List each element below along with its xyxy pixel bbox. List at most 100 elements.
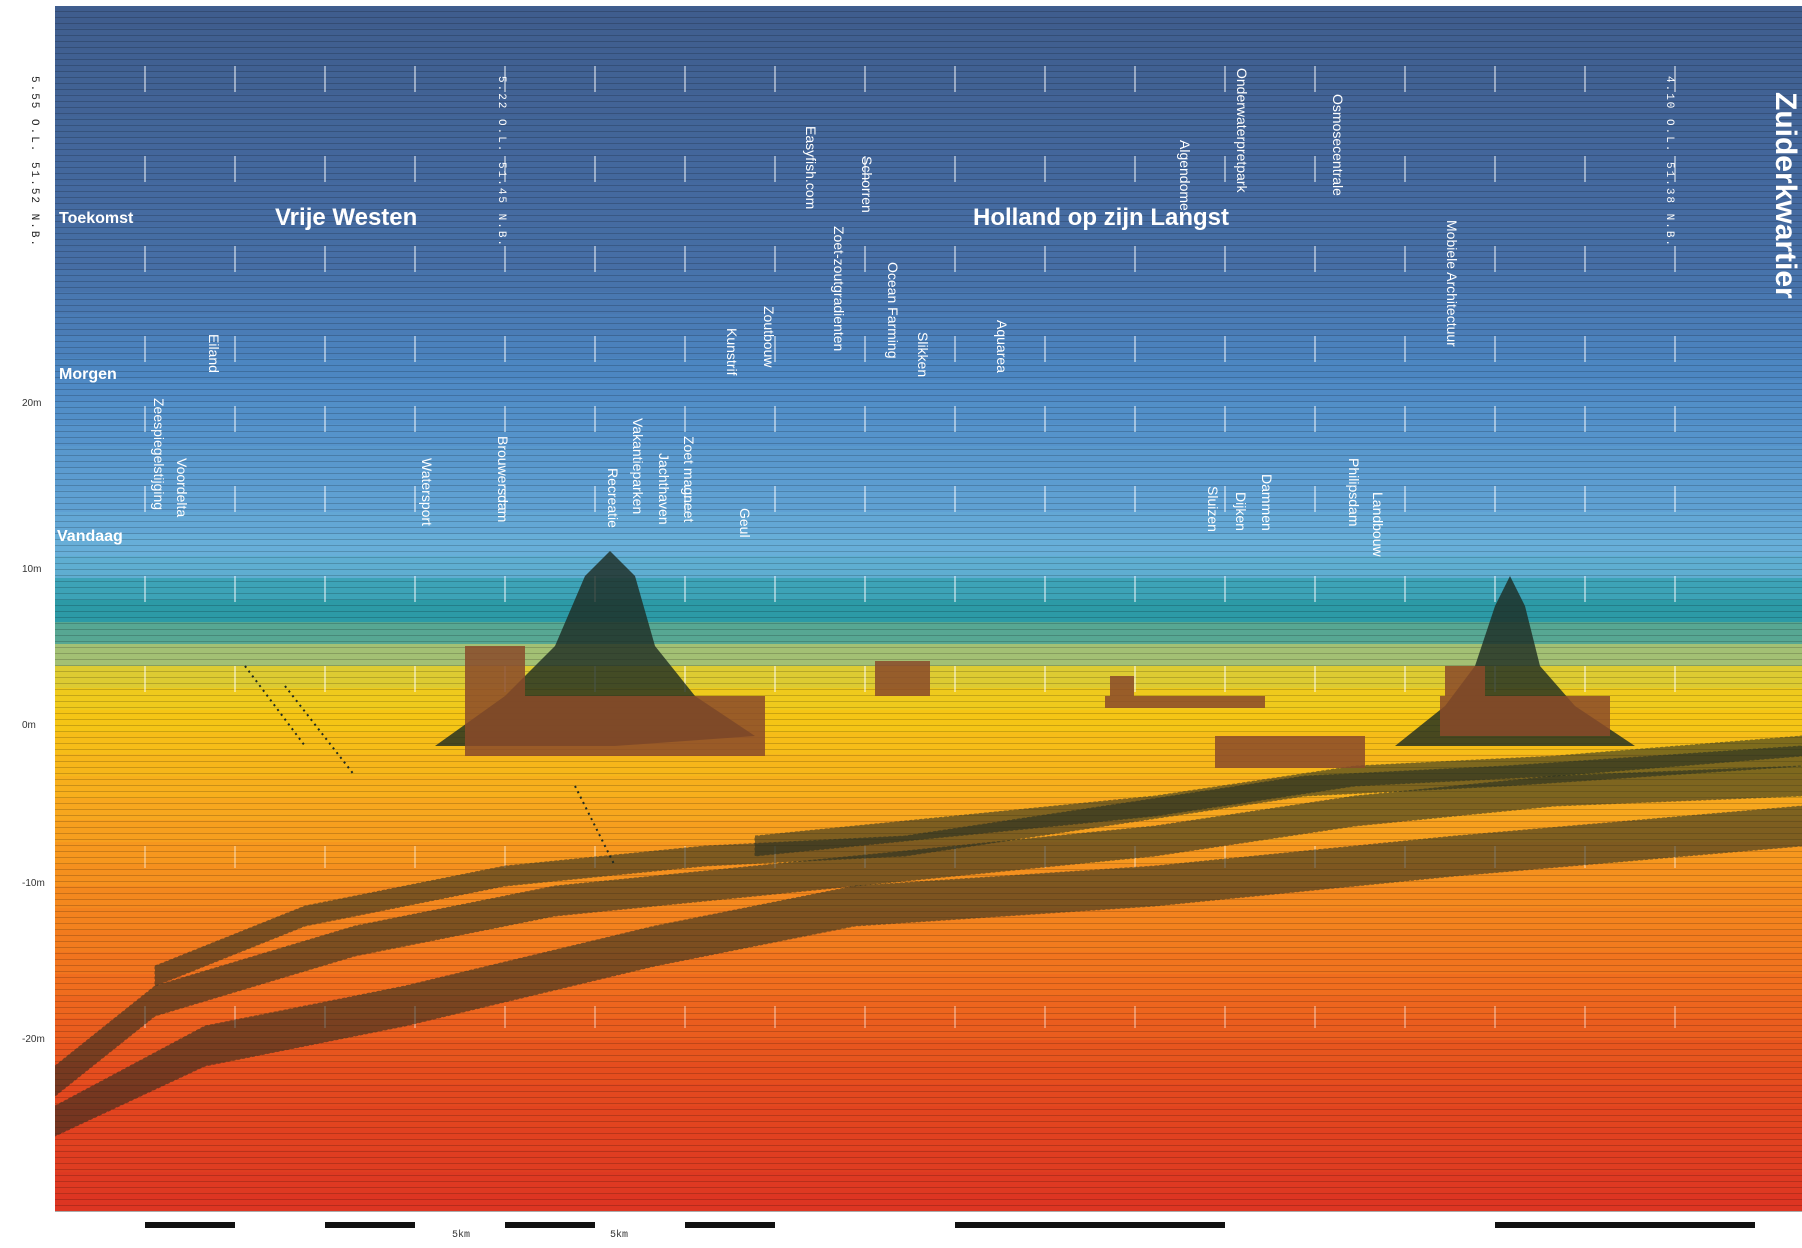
color-band (55, 28, 1802, 50)
sediment-overlay (55, 66, 1802, 1212)
concept-kunstrif: Kunstrif (724, 328, 740, 376)
color-band (55, 930, 1802, 952)
color-band (55, 1172, 1802, 1194)
sediment-layer (754, 735, 1802, 857)
time-label-toekomst: Toekomst (59, 210, 134, 227)
concept-ocean-farming: Ocean Farming (885, 262, 901, 359)
concept-dijken: Dijken (1233, 492, 1249, 531)
color-band (55, 1062, 1802, 1084)
color-band (55, 402, 1802, 424)
color-band (55, 94, 1802, 116)
color-band (55, 1194, 1802, 1212)
color-band (55, 270, 1802, 292)
concept-sluizen: Sluizen (1205, 486, 1221, 532)
color-band (55, 622, 1802, 644)
scale-segment (1495, 1222, 1755, 1228)
depth-label: 20m (22, 398, 42, 409)
dotted-path (284, 685, 356, 777)
structure-block (1110, 676, 1134, 696)
concept-osmosecentrale: Osmosecentrale (1330, 94, 1346, 196)
scale-label: 5km (452, 1230, 471, 1241)
scale-label: 5km (610, 1230, 629, 1241)
color-band (55, 556, 1802, 578)
color-band (55, 72, 1802, 94)
structure-block (1445, 666, 1485, 696)
concept-dammen: Dammen (1259, 474, 1275, 531)
concept-mobiele-architectuur: Mobiele Architectuur (1444, 220, 1460, 347)
color-band (55, 226, 1802, 248)
sediment-layer (55, 765, 1802, 1097)
color-band (55, 358, 1802, 380)
color-band (55, 1018, 1802, 1040)
color-band (55, 1084, 1802, 1106)
time-label-vandaag: Vandaag (57, 528, 123, 545)
color-band (55, 1106, 1802, 1128)
color-band (55, 490, 1802, 512)
structure-block (875, 661, 930, 696)
concept-zoet-magneet: Zoet magneet (681, 436, 697, 523)
concept-geul: Geul (737, 508, 753, 538)
zone-title-zuiderkwartier: Zuiderkwartier (1769, 92, 1802, 299)
color-band (55, 512, 1802, 534)
concept-jachthaven: Jachthaven (656, 453, 672, 525)
scale-segment (505, 1222, 595, 1228)
concept-landbouw: Landbouw (1370, 492, 1386, 557)
coordinate-label: 4.10 O.L. 51.38 N.B. (1663, 76, 1675, 249)
concept-zeespiegelstijging: Zeespiegelstijging (151, 398, 167, 511)
color-band (55, 578, 1802, 600)
color-band (55, 160, 1802, 182)
concept-eiland: Eiland (206, 334, 222, 373)
color-band (55, 6, 1802, 28)
concept-recreatie: Recreatie (605, 468, 621, 528)
depth-label: -20m (22, 1034, 45, 1045)
depth-label: 10m (22, 564, 42, 575)
color-band (55, 138, 1802, 160)
concept-zoutbouw: Zoutbouw (761, 306, 777, 368)
color-band (55, 446, 1802, 468)
structure-block (1440, 696, 1610, 736)
color-band (55, 380, 1802, 402)
concept-schorren: Schorren (859, 156, 875, 213)
scale-segment (145, 1222, 235, 1228)
time-label-morgen: Morgen (59, 366, 117, 383)
coordinate-label-left: 5.55 O.L. 51.52 N.B. (28, 76, 40, 249)
color-band (55, 248, 1802, 270)
scale-segment (325, 1222, 415, 1228)
color-band (55, 292, 1802, 314)
structure-block (1215, 736, 1365, 768)
structure-block (1105, 696, 1265, 708)
zone-title-vrije-westen: Vrije Westen (275, 204, 418, 231)
sediment-layer (154, 745, 1802, 987)
concept-brouwersdam: Brouwersdam (495, 436, 511, 523)
concept-watersport: Watersport (419, 458, 435, 526)
concept-algendome: Algendome (1177, 140, 1193, 211)
structure-block (465, 696, 765, 756)
scale-segment (955, 1222, 1225, 1228)
color-band (55, 1150, 1802, 1172)
concept-philipsdam: Philipsdam (1346, 458, 1362, 527)
color-band (55, 336, 1802, 358)
color-band (55, 468, 1802, 490)
concept-easyfish: Easyfish.com (803, 126, 819, 210)
concept-zoet-zoutgradienten: Zoet-zoutgradienten (831, 226, 847, 352)
color-band (55, 116, 1802, 138)
color-band (55, 182, 1802, 204)
color-band (55, 1128, 1802, 1150)
concept-onderwaterpretpark: Onderwaterpretpark (1234, 68, 1250, 193)
color-band (55, 600, 1802, 622)
concept-vakantieparken: Vakantieparken (630, 418, 646, 515)
color-band (55, 534, 1802, 556)
color-band (55, 204, 1802, 226)
dotted-path (244, 665, 306, 747)
concept-slikken: Slikken (915, 332, 931, 378)
cross-section-diagram: Toekomst Morgen Vandaag Vrije Westen Hol… (55, 6, 1802, 1212)
sediment-layer (55, 805, 1802, 1137)
scale-segment (685, 1222, 775, 1228)
color-band (55, 50, 1802, 72)
color-band (55, 1040, 1802, 1062)
color-band (55, 314, 1802, 336)
depth-label: -10m (22, 878, 45, 889)
color-band (55, 424, 1802, 446)
coordinate-label: 5.22 O.L. 51.45 N.B. (495, 76, 507, 249)
zone-title-holland: Holland op zijn Langst (973, 204, 1229, 231)
